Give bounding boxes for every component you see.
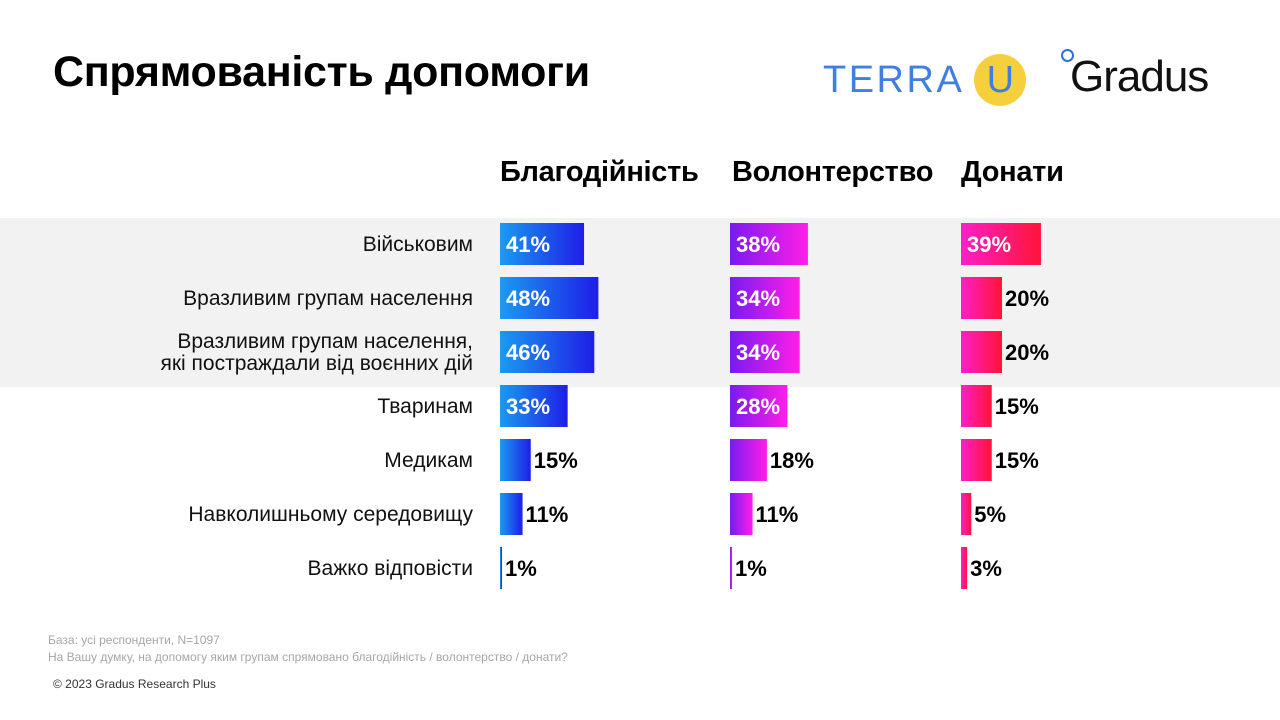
footnote-base: База: усі респонденти, N=1097 — [48, 633, 220, 647]
terra-logo-text: TERRA — [823, 58, 965, 101]
bar-blagodiynist — [500, 277, 599, 319]
category-label: Вразливим групам населення — [183, 287, 473, 310]
column-header-volonterstvo: Волонтерство — [732, 156, 934, 188]
data-label-donaty: 5% — [974, 502, 1006, 527]
bar-blagodiynist — [500, 493, 523, 535]
column-header-donaty: Донати — [961, 156, 1064, 188]
highlight-band — [0, 218, 1280, 387]
yellow-circle-icon — [974, 54, 1027, 106]
bar-blagodiynist — [500, 223, 585, 265]
page-title: Спрямованість допомоги — [53, 48, 590, 96]
category-label: Навколишньому середовищу — [188, 503, 473, 526]
copyright: © 2023 Gradus Research Plus — [53, 677, 216, 691]
category-label: Медикам — [384, 449, 473, 472]
terra-u-letter: U — [986, 59, 1015, 101]
category-label: які постраждали від воєнних дій — [160, 352, 473, 375]
bar-donaty — [961, 223, 1041, 265]
data-label-volonterstvo: 28% — [736, 394, 780, 419]
data-label-blagodiynist: 46% — [506, 340, 550, 365]
bar-donaty — [961, 493, 972, 535]
bar-donaty — [961, 439, 992, 481]
data-label-donaty: 39% — [967, 232, 1011, 257]
category-label: Тваринам — [377, 395, 473, 418]
data-label-blagodiynist: 33% — [506, 394, 550, 419]
bar-blagodiynist — [500, 331, 595, 373]
terra-u-mark: U — [974, 54, 1027, 106]
bar-volonterstvo — [730, 439, 767, 481]
bar-volonterstvo — [730, 331, 800, 373]
data-label-blagodiynist: 48% — [506, 286, 550, 311]
footnote-question: На Вашу думку, на допомогу яким групам с… — [48, 650, 568, 664]
data-label-blagodiynist: 1% — [505, 556, 537, 581]
bar-donaty — [961, 547, 968, 589]
bar-volonterstvo — [730, 277, 800, 319]
bar-blagodiynist — [500, 439, 531, 481]
data-label-volonterstvo: 34% — [736, 340, 780, 365]
data-label-donaty: 20% — [1005, 340, 1049, 365]
gradus-logo-text: Gradus — [1070, 52, 1209, 101]
data-label-blagodiynist: 11% — [526, 502, 569, 527]
bar-donaty — [961, 385, 992, 427]
data-label-volonterstvo: 38% — [736, 232, 780, 257]
data-label-donaty: 3% — [970, 556, 1002, 581]
category-label: Важко відповісти — [308, 557, 473, 580]
data-label-blagodiynist: 41% — [506, 232, 550, 257]
bar-volonterstvo — [730, 223, 808, 265]
terra-u-logo: TERRA U — [823, 52, 1027, 108]
data-label-volonterstvo: 34% — [736, 286, 780, 311]
data-label-volonterstvo: 1% — [735, 556, 767, 581]
data-label-volonterstvo: 18% — [770, 448, 814, 473]
data-label-donaty: 20% — [1005, 286, 1049, 311]
data-label-donaty: 15% — [995, 394, 1039, 419]
gradus-dot-icon — [1061, 49, 1074, 62]
bar-blagodiynist — [500, 547, 503, 589]
bar-volonterstvo — [730, 547, 733, 589]
bar-blagodiynist — [500, 385, 568, 427]
bar-donaty — [961, 331, 1002, 373]
data-label-blagodiynist: 15% — [534, 448, 578, 473]
bar-volonterstvo — [730, 493, 753, 535]
data-label-volonterstvo: 11% — [756, 502, 799, 527]
bar-donaty — [961, 277, 1002, 319]
category-label: Вразливим групам населення, — [177, 330, 473, 353]
category-label: Військовим — [363, 233, 473, 256]
bar-volonterstvo — [730, 385, 788, 427]
data-label-donaty: 15% — [995, 448, 1039, 473]
column-header-blagodiynist: Благодійність — [500, 156, 699, 188]
